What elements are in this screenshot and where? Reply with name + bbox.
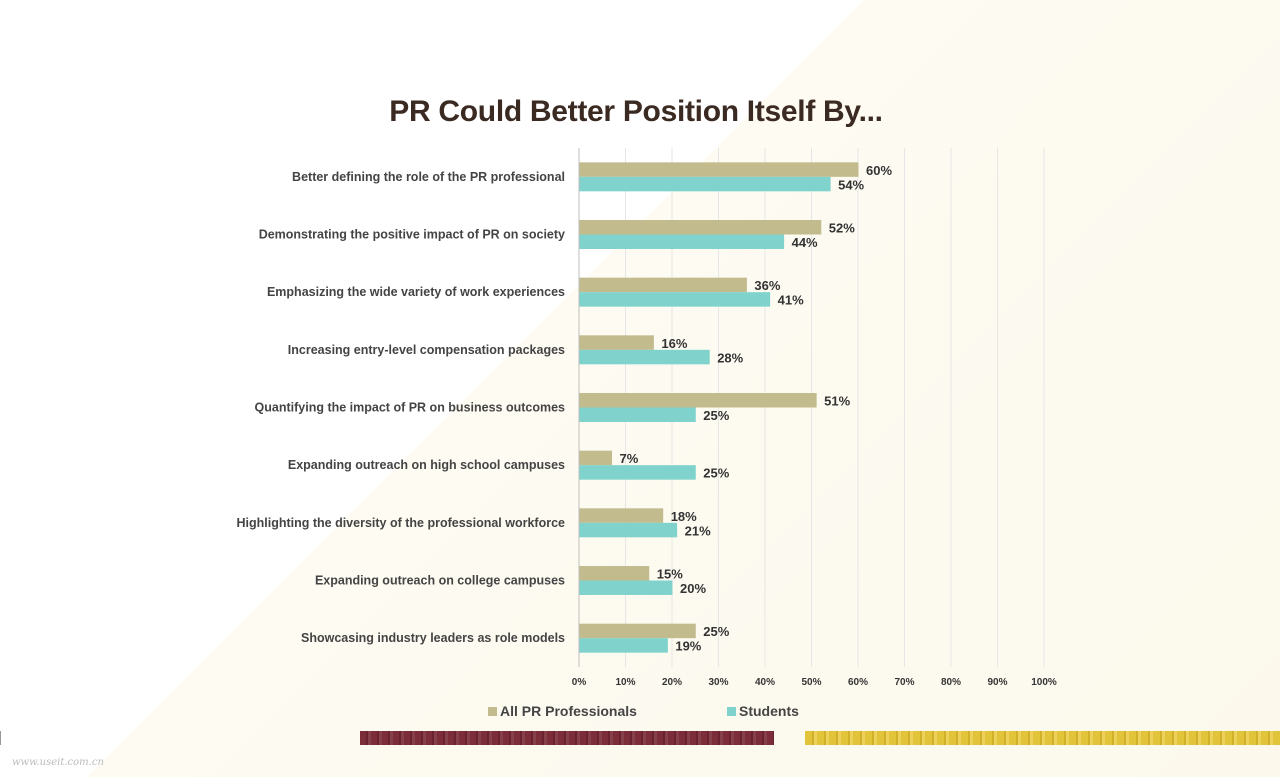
bar-all-pr-professionals-4	[579, 335, 654, 350]
bar-all-pr-professionals-2	[579, 220, 822, 235]
data-label-students-9: 19%	[675, 639, 701, 654]
footer-stripe-maroon	[360, 731, 774, 745]
chart-title: PR Could Better Position Itself By...	[389, 95, 883, 128]
bar-students-2	[579, 234, 785, 249]
data-label-all-pr-professionals-3: 36%	[754, 278, 780, 293]
bar-students-1	[579, 176, 831, 192]
chart-legend: All PR Professionals Students	[0, 703, 1280, 723]
bar-students-9	[579, 638, 668, 653]
legend-label-students: Students	[739, 703, 799, 719]
category-label-6: Expanding outreach on high school campus…	[288, 458, 565, 472]
bar-all-pr-professionals-6	[579, 450, 613, 466]
legend-swatch-all-pr-professionals	[488, 706, 497, 716]
legend-item-students: Students	[727, 703, 799, 719]
data-label-all-pr-professionals-9: 25%	[703, 624, 729, 639]
x-tick-label-80: 80%	[941, 677, 961, 688]
bar-chart: 0% 10% 20% 30% 40% 50% 60% 70% 80% 90% 100% Better …	[236, 148, 1057, 688]
x-tick-label-90: 90%	[987, 677, 1007, 688]
category-label-7: Highlighting the diversity of the profes…	[236, 516, 565, 530]
category-label-4: Increasing entry-level compensation pack…	[288, 343, 565, 357]
data-label-all-pr-professionals-5: 51%	[824, 394, 850, 409]
data-label-students-6: 25%	[703, 466, 729, 481]
x-tick-label-40: 40%	[755, 677, 775, 688]
data-label-students-2: 44%	[792, 235, 818, 250]
bar-all-pr-professionals-5	[579, 393, 817, 408]
category-label-1: Better defining the role of the PR profe…	[292, 170, 565, 184]
data-label-students-8: 20%	[680, 581, 706, 596]
bar-students-4	[579, 349, 710, 365]
x-tick-label-10: 10%	[615, 677, 635, 688]
data-label-students-5: 25%	[703, 408, 729, 423]
category-label-9: Showcasing industry leaders as role mode…	[301, 631, 565, 645]
footer-stripe-gold	[805, 731, 1280, 745]
bar-students-6	[579, 465, 696, 480]
bar-all-pr-professionals-1	[579, 162, 859, 177]
data-label-students-4: 28%	[717, 350, 743, 365]
data-label-all-pr-professionals-1: 60%	[866, 163, 892, 178]
data-label-all-pr-professionals-6: 7%	[620, 451, 639, 466]
x-tick-label-20: 20%	[662, 677, 682, 688]
bar-all-pr-professionals-7	[579, 508, 664, 523]
data-label-students-7: 21%	[685, 523, 711, 538]
legend-swatch-students	[727, 706, 736, 716]
x-tick-label-30: 30%	[708, 677, 728, 688]
bar-all-pr-professionals-9	[579, 623, 696, 639]
legend-label-all-pr-professionals: All PR Professionals	[500, 703, 637, 719]
bar-all-pr-professionals-3	[579, 277, 747, 293]
x-tick-label-50: 50%	[801, 677, 821, 688]
data-label-all-pr-professionals-8: 15%	[657, 567, 683, 582]
x-tick-label-60: 60%	[848, 677, 868, 688]
x-tick-label-100: 100%	[1031, 677, 1057, 688]
bar-students-8	[579, 580, 673, 595]
legend-item-all-pr-professionals: All PR Professionals	[488, 703, 637, 719]
x-tick-label-0: 0%	[572, 677, 587, 688]
watermark-text: www.useit.com.cn	[12, 757, 104, 768]
data-label-all-pr-professionals-7: 18%	[671, 509, 697, 524]
category-label-3: Emphasizing the wide variety of work exp…	[267, 285, 565, 299]
bar-students-3	[579, 292, 771, 307]
footer-divider	[0, 731, 1, 745]
data-label-all-pr-professionals-2: 52%	[829, 221, 855, 236]
bar-all-pr-professionals-8	[579, 566, 650, 581]
data-label-students-1: 54%	[838, 177, 864, 192]
data-label-students-3: 41%	[778, 293, 804, 308]
bar-students-7	[579, 522, 678, 538]
category-label-2: Demonstrating the positive impact of PR …	[259, 228, 565, 242]
category-label-8: Expanding outreach on college campuses	[315, 574, 565, 588]
category-label-5: Quantifying the impact of PR on business…	[255, 401, 565, 415]
data-label-all-pr-professionals-4: 16%	[661, 336, 687, 351]
x-tick-label-70: 70%	[894, 677, 914, 688]
bar-students-5	[579, 407, 696, 422]
